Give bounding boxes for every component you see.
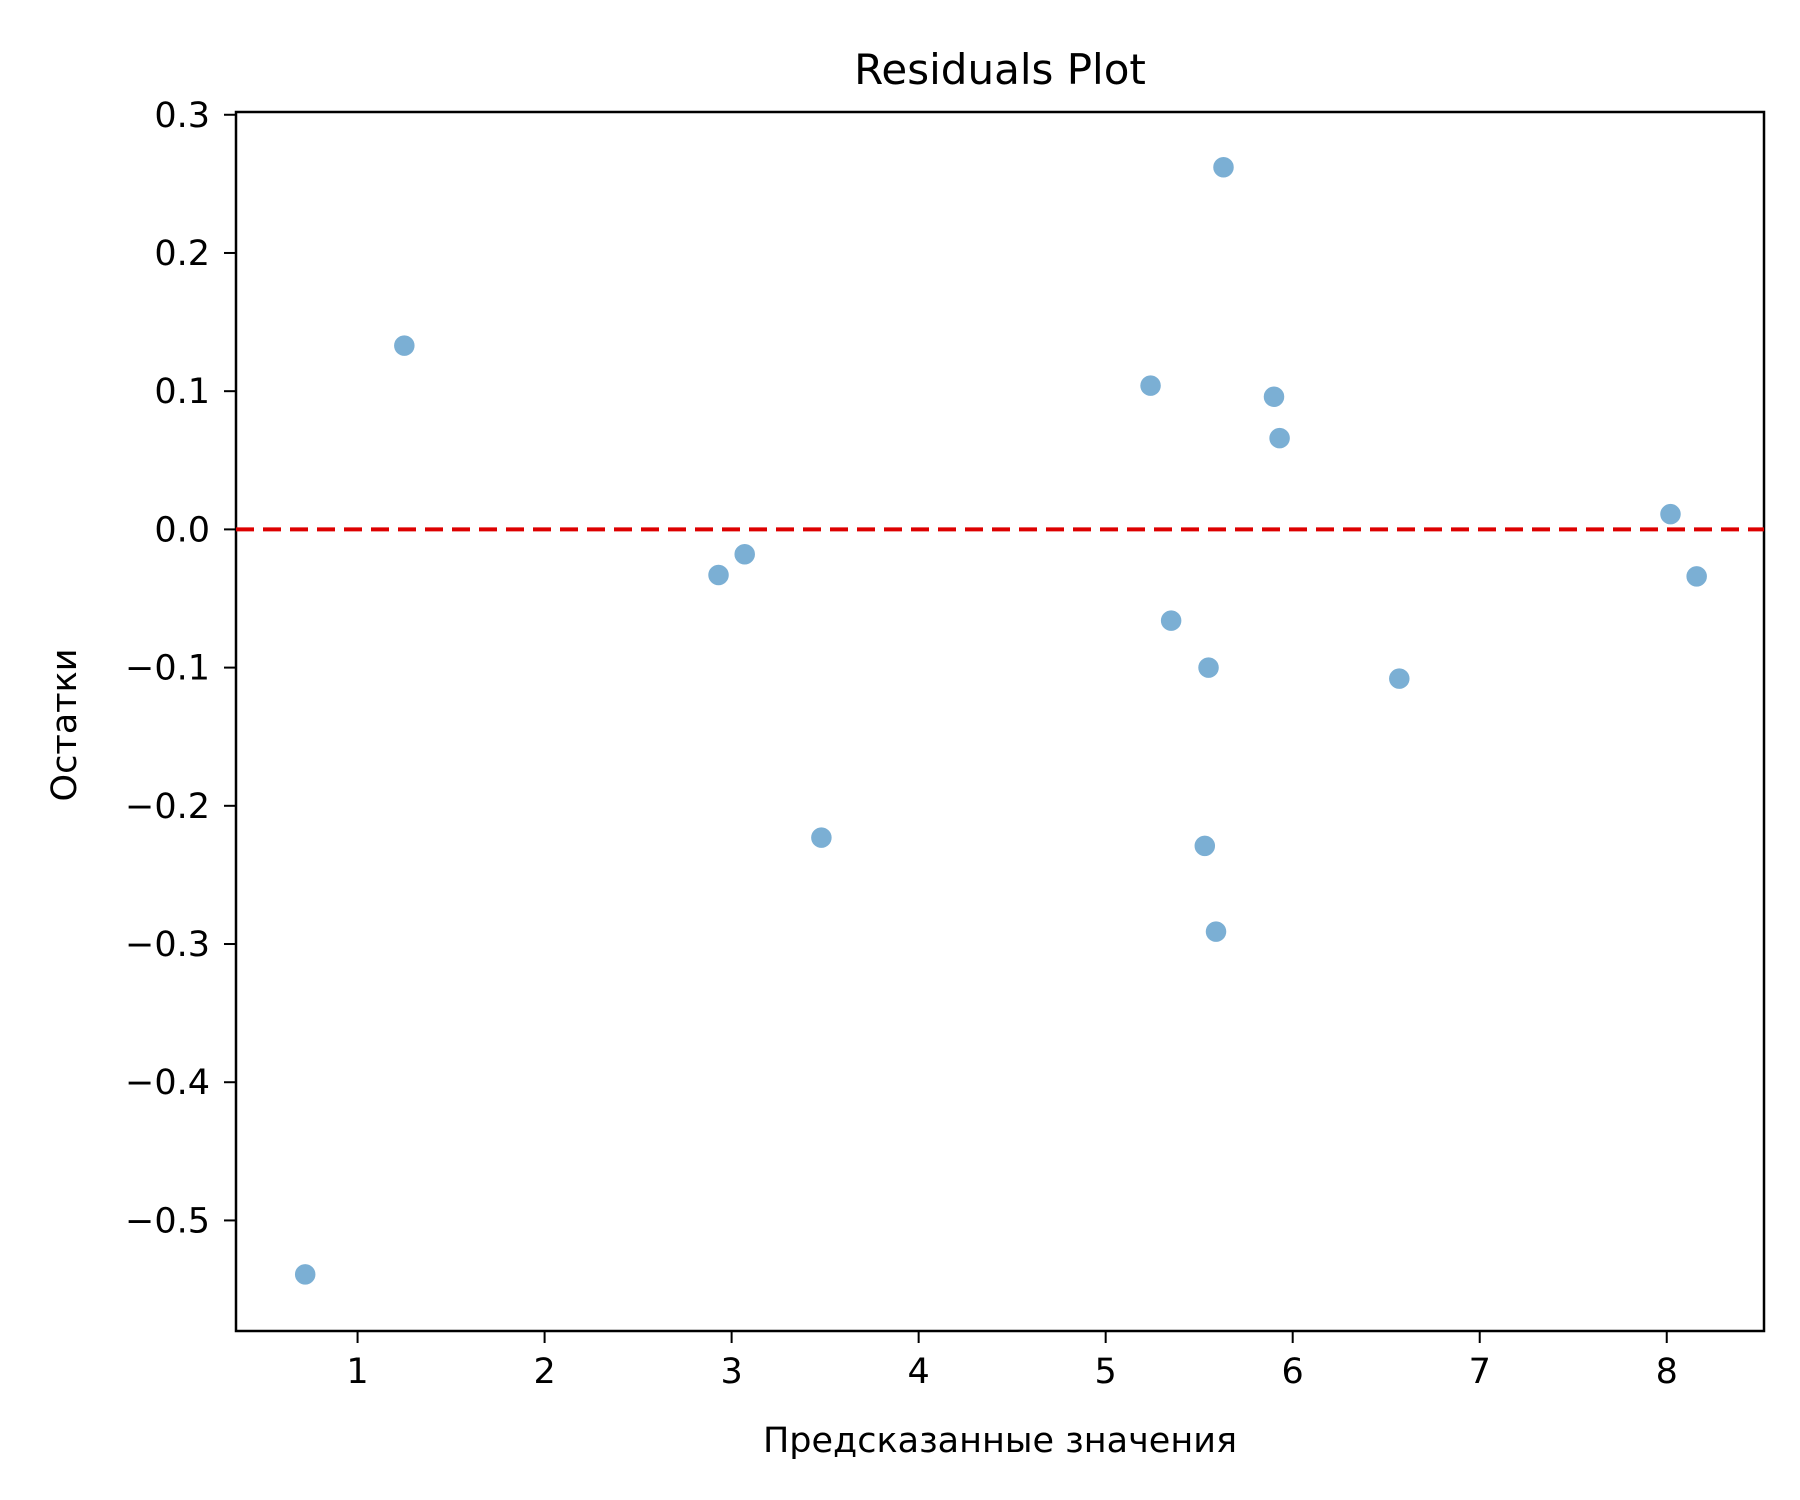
y-axis: −0.5 −0.4 −0.3 −0.2 −0.1 0.0 0.1 0.2 0.3 (125, 96, 236, 1241)
scatter-point (1204, 919, 1228, 944)
y-tick-label: 0.1 (154, 372, 210, 412)
x-axis: 1 2 3 4 5 6 7 8 (346, 1331, 1678, 1392)
scatter-point (1267, 426, 1292, 450)
x-tick-label: 5 (1095, 1352, 1117, 1392)
scatter-point (1387, 666, 1412, 691)
y-tick-label: −0.5 (125, 1201, 210, 1241)
scatter-point (732, 542, 757, 567)
scatter-point (1684, 564, 1709, 589)
x-tick-label: 8 (1656, 1352, 1678, 1392)
scatter-point (706, 563, 731, 587)
scatter-point (1196, 655, 1221, 680)
scatter-point (1138, 373, 1163, 398)
x-tick-label: 6 (1282, 1352, 1304, 1392)
plot-area: 1 2 3 4 5 6 7 8 −0.5 −0.4 −0.3 −0.2 −0.1 0.0 0.1 0.2 0.… (125, 96, 1766, 1392)
y-tick-label: 0.3 (154, 96, 210, 136)
y-tick-label: −0.1 (125, 649, 210, 689)
x-tick-label: 2 (533, 1352, 555, 1392)
scatter-point (1211, 155, 1236, 180)
y-tick-label: −0.2 (125, 787, 210, 827)
y-tick-label: −0.3 (125, 925, 210, 965)
y-tick-label: −0.4 (125, 1063, 210, 1103)
x-tick-label: 4 (908, 1352, 930, 1392)
y-tick-label: 0.2 (154, 234, 210, 274)
scatter-point (392, 333, 417, 358)
scatter-point (1262, 384, 1286, 409)
scatter-point (293, 1262, 317, 1287)
plot-frame (234, 110, 1766, 1333)
scatter-point (1193, 834, 1217, 858)
y-axis-label: Остатки (45, 649, 85, 802)
x-tick-label: 3 (720, 1352, 742, 1392)
scatter-point (1658, 502, 1683, 526)
chart-title: Residuals Plot (854, 45, 1146, 94)
scatter-point (1159, 608, 1183, 633)
y-tick-label: 0.0 (154, 510, 210, 550)
x-axis-label: Предсказанные значения (763, 1421, 1237, 1461)
x-tick-label: 1 (346, 1352, 368, 1392)
scatter-points (293, 155, 1709, 1287)
x-tick-label: 7 (1469, 1352, 1491, 1392)
scatter-point (809, 825, 834, 850)
